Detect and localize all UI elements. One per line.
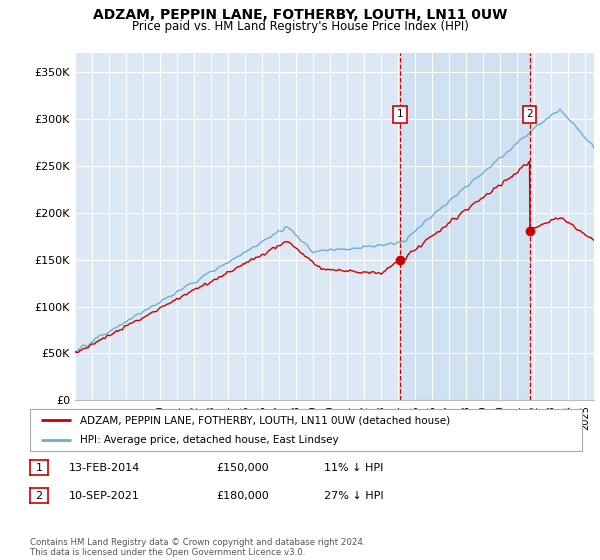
Text: ADZAM, PEPPIN LANE, FOTHERBY, LOUTH, LN11 0UW (detached house): ADZAM, PEPPIN LANE, FOTHERBY, LOUTH, LN1… [80,415,450,425]
Text: 2: 2 [35,491,43,501]
Text: 10-SEP-2021: 10-SEP-2021 [69,491,140,501]
Text: HPI: Average price, detached house, East Lindsey: HPI: Average price, detached house, East… [80,435,338,445]
Text: 13-FEB-2014: 13-FEB-2014 [69,463,140,473]
Text: 1: 1 [397,109,404,119]
Text: 2: 2 [526,109,533,119]
Text: £180,000: £180,000 [216,491,269,501]
Bar [400,53,530,400]
Text: £150,000: £150,000 [216,463,269,473]
Text: 27% ↓ HPI: 27% ↓ HPI [324,491,383,501]
Text: 11% ↓ HPI: 11% ↓ HPI [324,463,383,473]
Text: Contains HM Land Registry data © Crown copyright and database right 2024.
This d: Contains HM Land Registry data © Crown c… [30,538,365,557]
Text: Price paid vs. HM Land Registry's House Price Index (HPI): Price paid vs. HM Land Registry's House … [131,20,469,32]
Text: ADZAM, PEPPIN LANE, FOTHERBY, LOUTH, LN11 0UW: ADZAM, PEPPIN LANE, FOTHERBY, LOUTH, LN1… [93,8,507,22]
Text: 1: 1 [35,463,43,473]
